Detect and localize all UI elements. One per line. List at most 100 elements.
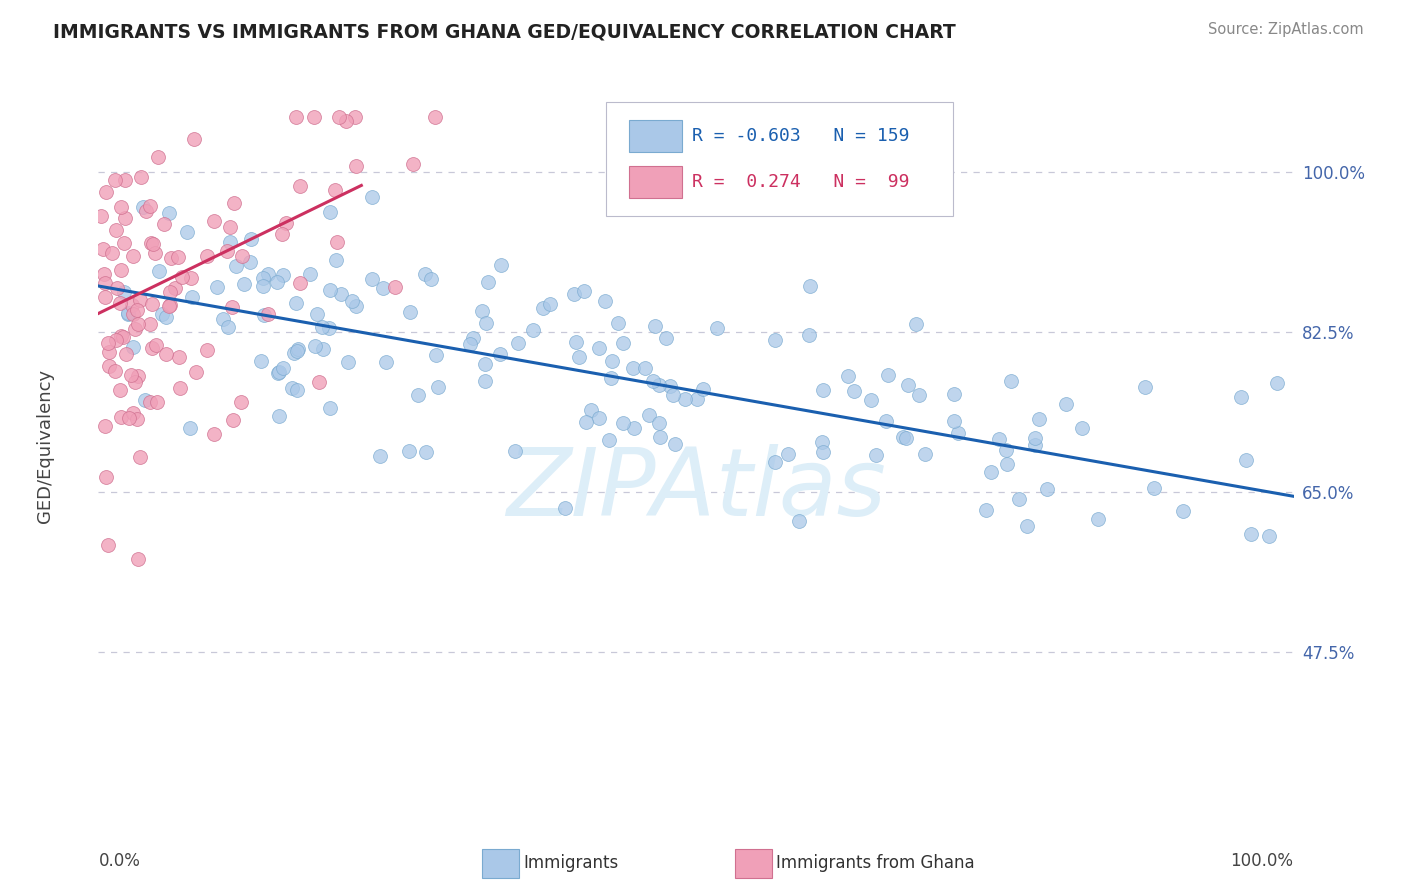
Point: [946, 425, 969, 440]
Point: [1230, 391, 1253, 405]
Point: [146, 395, 169, 409]
Point: [225, 259, 247, 273]
Point: [1054, 397, 1077, 411]
Point: [138, 394, 160, 409]
Point: [1015, 519, 1038, 533]
Point: [531, 301, 554, 316]
Point: [415, 445, 437, 459]
Point: [368, 449, 391, 463]
Point: [271, 227, 294, 241]
Point: [489, 258, 512, 272]
Point: [579, 403, 602, 417]
Point: [302, 110, 325, 124]
Point: [110, 329, 132, 343]
Point: [159, 285, 181, 299]
Point: [127, 369, 149, 384]
Point: [112, 285, 135, 299]
Point: [122, 340, 145, 354]
Point: [104, 173, 127, 187]
Point: [659, 379, 682, 393]
Point: [650, 430, 672, 444]
Point: [305, 307, 328, 321]
Point: [157, 299, 180, 313]
Point: [281, 381, 304, 395]
Point: [108, 295, 131, 310]
Point: [844, 384, 866, 398]
Point: [252, 278, 274, 293]
Point: [125, 303, 148, 318]
Point: [837, 368, 859, 383]
Text: IMMIGRANTS VS IMMIGRANTS FROM GHANA GED/EQUIVALENCY CORRELATION CHART: IMMIGRANTS VS IMMIGRANTS FROM GHANA GED/…: [53, 22, 956, 41]
Point: [319, 401, 342, 415]
Point: [252, 308, 274, 322]
Point: [94, 290, 117, 304]
Point: [183, 132, 205, 146]
Point: [776, 447, 799, 461]
Point: [139, 199, 162, 213]
Point: [673, 392, 696, 407]
Point: [100, 246, 122, 260]
Point: [891, 430, 914, 444]
Point: [114, 211, 136, 225]
Point: [108, 384, 131, 398]
Point: [335, 113, 357, 128]
Text: Immigrants from Ghana: Immigrants from Ghana: [776, 855, 974, 872]
Text: R =  0.274   N =  99: R = 0.274 N = 99: [692, 173, 910, 191]
Point: [233, 277, 256, 291]
Point: [361, 190, 384, 204]
Point: [905, 317, 928, 331]
Point: [120, 368, 142, 382]
FancyBboxPatch shape: [628, 120, 682, 152]
Point: [205, 280, 228, 294]
Point: [155, 310, 177, 324]
Point: [311, 320, 333, 334]
Point: [554, 500, 576, 515]
Point: [325, 183, 347, 197]
Point: [621, 361, 644, 376]
Point: [995, 443, 1018, 458]
FancyBboxPatch shape: [628, 166, 682, 198]
Point: [117, 305, 139, 319]
Point: [1133, 380, 1156, 394]
Point: [97, 345, 120, 359]
Point: [127, 318, 149, 332]
Point: [1258, 529, 1281, 543]
Point: [575, 415, 598, 429]
Point: [93, 268, 115, 282]
Point: [222, 413, 245, 427]
Point: [308, 375, 330, 389]
Point: [1000, 374, 1022, 388]
Point: [506, 336, 529, 351]
Point: [1087, 512, 1109, 526]
Point: [329, 287, 352, 301]
Point: [942, 387, 965, 401]
Point: [787, 514, 810, 528]
Point: [568, 350, 591, 364]
Point: [319, 204, 342, 219]
Point: [215, 244, 238, 258]
Point: [564, 287, 586, 301]
Point: [139, 317, 162, 331]
Point: [125, 412, 148, 426]
Point: [797, 327, 820, 342]
Point: [256, 307, 278, 321]
Point: [139, 236, 162, 251]
Point: [987, 432, 1010, 446]
Point: [648, 377, 671, 392]
Point: [647, 417, 669, 431]
Point: [97, 359, 120, 374]
Point: [283, 345, 305, 359]
Point: [475, 316, 498, 330]
Point: [612, 416, 634, 430]
Point: [132, 200, 155, 214]
Point: [692, 382, 714, 396]
Point: [319, 283, 342, 297]
Point: [103, 364, 125, 378]
Text: 100.0%: 100.0%: [1230, 852, 1294, 870]
Point: [974, 503, 997, 517]
Point: [1024, 431, 1046, 445]
Point: [374, 354, 396, 368]
Point: [423, 110, 446, 124]
Point: [180, 271, 202, 285]
Point: [894, 431, 917, 445]
